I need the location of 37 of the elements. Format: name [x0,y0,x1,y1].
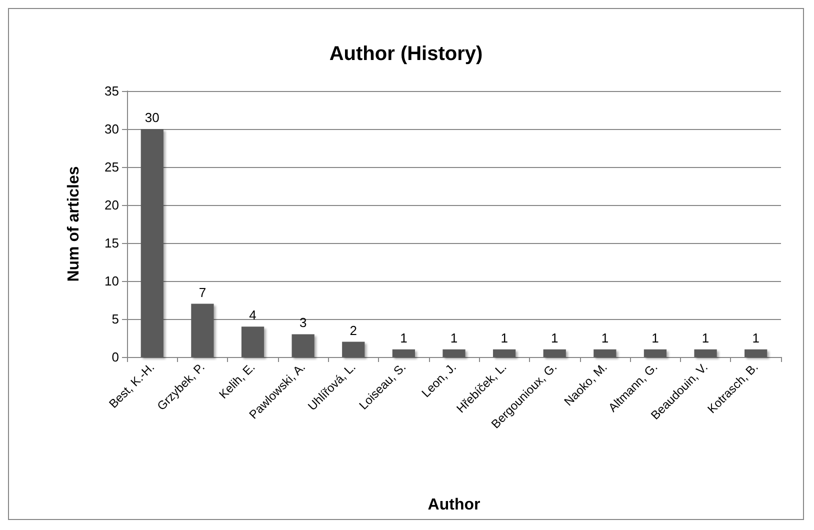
bar [292,334,314,357]
bar [392,349,416,357]
bar [342,342,365,357]
data-label: 30 [144,110,160,125]
chart-title: Author (History) [329,43,483,65]
data-label: 1 [400,330,408,346]
y-tick-label: 10 [104,274,119,288]
bar [744,349,768,357]
bar [492,349,516,357]
bar [241,326,264,357]
data-label: 1 [500,330,508,346]
y-axis-title: Num of articles [66,166,82,282]
data-label: 1 [450,330,458,346]
bar [694,349,717,357]
y-tick-label: 20 [104,198,119,212]
y-tick-label: 0 [112,350,119,364]
bar [442,349,466,357]
y-tick-label: 15 [104,236,119,250]
x-axis-title: Author [428,496,480,514]
y-tick-label: 30 [104,122,119,136]
data-label: 1 [551,330,558,346]
bar [594,349,616,357]
data-label: 3 [299,315,307,330]
data-label: 2 [350,322,357,338]
y-tick-label: 35 [104,84,119,98]
y-tick-label: 25 [104,160,119,174]
data-label: 7 [198,284,206,300]
data-label: 1 [652,330,659,346]
data-label: 4 [249,308,256,323]
y-tick-label: 5 [112,312,119,326]
bar [140,129,164,357]
data-label: 1 [752,330,760,346]
bar [644,349,667,357]
bar [543,349,566,357]
bar [191,304,214,357]
data-label: 1 [702,330,710,346]
data-label: 1 [601,330,609,346]
